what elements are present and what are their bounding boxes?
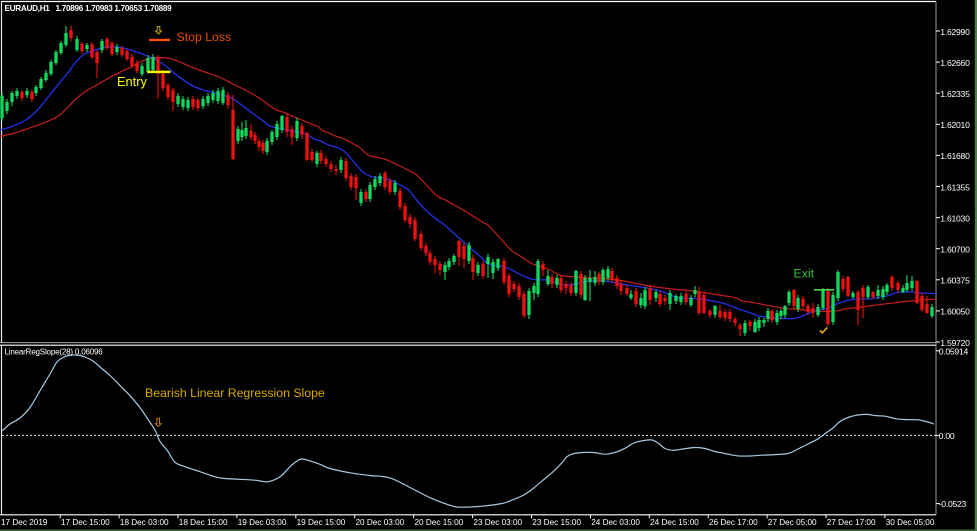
svg-text:1.61030: 1.61030 bbox=[940, 213, 970, 223]
svg-text:EURAUD,H1 1.70896 1.70983 1.: EURAUD,H1 1.70896 1.70983 1.70653 1.7088… bbox=[5, 4, 173, 13]
svg-text:1.62335: 1.62335 bbox=[940, 89, 970, 99]
svg-text:1.62010: 1.62010 bbox=[940, 120, 970, 130]
svg-text:19 Dec 03:00: 19 Dec 03:00 bbox=[238, 518, 287, 527]
svg-text:20 Dec 15:00: 20 Dec 15:00 bbox=[415, 518, 464, 527]
svg-text:23 Dec 03:00: 23 Dec 03:00 bbox=[473, 518, 522, 527]
svg-text:1.61680: 1.61680 bbox=[940, 151, 970, 161]
svg-text:1.59720: 1.59720 bbox=[940, 338, 970, 348]
svg-text:LinearRegSlope(28) 0.06096: LinearRegSlope(28) 0.06096 bbox=[5, 348, 104, 357]
svg-text:19 Dec 15:00: 19 Dec 15:00 bbox=[297, 518, 346, 527]
svg-text:30 Dec 05:00: 30 Dec 05:00 bbox=[886, 518, 935, 527]
svg-text:1.62990: 1.62990 bbox=[940, 27, 970, 37]
svg-text:24 Dec 15:00: 24 Dec 15:00 bbox=[650, 518, 699, 527]
svg-text:Exit: Exit bbox=[794, 266, 815, 280]
svg-text:1.61355: 1.61355 bbox=[940, 182, 970, 192]
svg-text:Stop Loss: Stop Loss bbox=[177, 30, 232, 44]
svg-text:0.00: 0.00 bbox=[939, 431, 955, 441]
svg-text:27 Dec 17:00: 27 Dec 17:00 bbox=[827, 518, 876, 527]
svg-text:27 Dec 05:00: 27 Dec 05:00 bbox=[768, 518, 817, 527]
svg-text:20 Dec 03:00: 20 Dec 03:00 bbox=[356, 518, 405, 527]
svg-text:1.60700: 1.60700 bbox=[940, 245, 970, 255]
svg-text:1.60050: 1.60050 bbox=[940, 307, 970, 317]
svg-text:0.05914: 0.05914 bbox=[939, 346, 969, 356]
svg-text:23 Dec 15:00: 23 Dec 15:00 bbox=[532, 518, 581, 527]
svg-text:17 Dec 15:00: 17 Dec 15:00 bbox=[61, 518, 110, 527]
svg-text:-0.0523: -0.0523 bbox=[939, 499, 967, 509]
svg-text:24 Dec 03:00: 24 Dec 03:00 bbox=[591, 518, 640, 527]
svg-text:17 Dec 2019: 17 Dec 2019 bbox=[1, 518, 48, 527]
svg-text:1.60375: 1.60375 bbox=[940, 276, 970, 286]
svg-text:18 Dec 15:00: 18 Dec 15:00 bbox=[179, 518, 228, 527]
svg-text:Entry: Entry bbox=[117, 74, 147, 89]
svg-text:18 Dec 03:00: 18 Dec 03:00 bbox=[120, 518, 169, 527]
svg-text:1.62660: 1.62660 bbox=[940, 58, 970, 68]
svg-text:Bearish Linear Regression Slop: Bearish Linear Regression Slope bbox=[145, 386, 325, 400]
svg-text:26 Dec 17:00: 26 Dec 17:00 bbox=[709, 518, 758, 527]
